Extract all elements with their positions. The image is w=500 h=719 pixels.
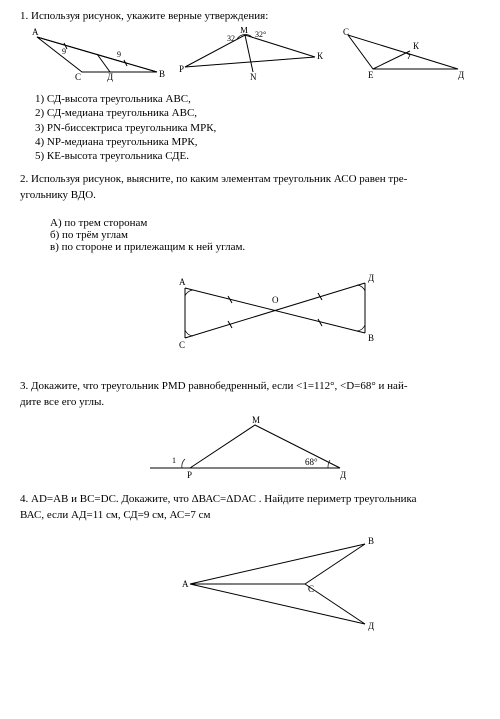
q2-prompt2: угольнику ВДО. bbox=[20, 189, 480, 201]
q3-figure: М Р Д 1 68° bbox=[20, 413, 480, 483]
q1-fig1: A В С Д 9 9 bbox=[20, 27, 173, 82]
q2-figure: А С Д В О bbox=[70, 263, 480, 358]
svg-text:1: 1 bbox=[172, 456, 176, 465]
svg-text:О: О bbox=[272, 295, 279, 305]
svg-text:Р: Р bbox=[179, 64, 184, 74]
q3-prompt1: 3. Докажите, что треугольник РМD равнобе… bbox=[20, 380, 480, 392]
q2-options: А) по трем сторонам б) по трём углам в) … bbox=[50, 217, 480, 253]
svg-text:С: С bbox=[75, 72, 81, 82]
svg-text:68°: 68° bbox=[305, 457, 318, 467]
svg-text:В: В bbox=[159, 69, 165, 79]
question-4: 4. АD=АВ и ВС=DС. Докажите, что ΔВАС=ΔDА… bbox=[20, 493, 480, 639]
q1-s3: 3) PN-биссектриса треугольника МРК, bbox=[35, 121, 480, 135]
svg-text:9: 9 bbox=[62, 47, 66, 56]
q2-oA: А) по трем сторонам bbox=[50, 217, 480, 229]
q1-statements: 1) СД-высота треугольника АВС, 2) СД-мед… bbox=[35, 92, 480, 163]
svg-text:А: А bbox=[182, 579, 189, 589]
q1-fig2: Р М К N 32° 32 bbox=[173, 27, 326, 82]
question-3: 3. Докажите, что треугольник РМD равнобе… bbox=[20, 380, 480, 483]
q3-prompt2: дите все его углы. bbox=[20, 396, 480, 408]
svg-text:К: К bbox=[317, 51, 324, 61]
svg-text:М: М bbox=[252, 415, 260, 425]
svg-text:Р: Р bbox=[187, 470, 192, 480]
svg-text:Д: Д bbox=[368, 273, 374, 283]
svg-text:К: К bbox=[413, 41, 420, 51]
svg-text:С: С bbox=[343, 27, 349, 37]
svg-text:A: A bbox=[32, 27, 39, 37]
q1-s5: 5) КЕ-высота треугольника СДЕ. bbox=[35, 149, 480, 163]
svg-text:Д: Д bbox=[458, 70, 464, 80]
svg-text:С: С bbox=[179, 340, 185, 350]
question-1: 1. Используя рисунок, укажите верные утв… bbox=[20, 10, 480, 163]
svg-text:9: 9 bbox=[117, 50, 121, 59]
svg-text:Е: Е bbox=[368, 70, 374, 80]
svg-text:С: С bbox=[308, 584, 314, 594]
svg-text:Д: Д bbox=[368, 621, 374, 631]
svg-text:Д: Д bbox=[107, 72, 113, 82]
svg-text:32°: 32° bbox=[255, 30, 266, 39]
q1-s4: 4) NP-медиана треугольника МРК, bbox=[35, 135, 480, 149]
q1-s1: 1) СД-высота треугольника АВС, bbox=[35, 92, 480, 106]
q4-prompt1: 4. АD=АВ и ВС=DС. Докажите, что ΔВАС=ΔDА… bbox=[20, 493, 480, 505]
q1-s2: 2) СД-медиана треугольника АВС, bbox=[35, 106, 480, 120]
q2-prompt1: 2. Используя рисунок, выясните, по каким… bbox=[20, 173, 480, 185]
svg-text:М: М bbox=[240, 27, 248, 35]
svg-text:N: N bbox=[250, 72, 257, 82]
q4-figure: А В С Д bbox=[80, 529, 480, 639]
svg-text:В: В bbox=[368, 333, 374, 343]
svg-text:А: А bbox=[179, 277, 186, 287]
svg-text:Д: Д bbox=[340, 470, 346, 480]
q1-figures: A В С Д 9 9 Р М К N 32° 32 bbox=[20, 27, 480, 82]
q1-prompt: 1. Используя рисунок, укажите верные утв… bbox=[20, 10, 480, 22]
svg-text:32: 32 bbox=[227, 34, 235, 43]
q1-fig3: С Е Д К bbox=[327, 27, 480, 82]
question-2: 2. Используя рисунок, выясните, по каким… bbox=[20, 173, 480, 358]
q2-oV: в) по стороне и прилежащим к ней углам. bbox=[50, 241, 480, 253]
q4-prompt2: ВАС, если АД=11 см, СД=9 см, АС=7 см bbox=[20, 509, 480, 521]
q2-oB: б) по трём углам bbox=[50, 229, 480, 241]
svg-text:В: В bbox=[368, 536, 374, 546]
